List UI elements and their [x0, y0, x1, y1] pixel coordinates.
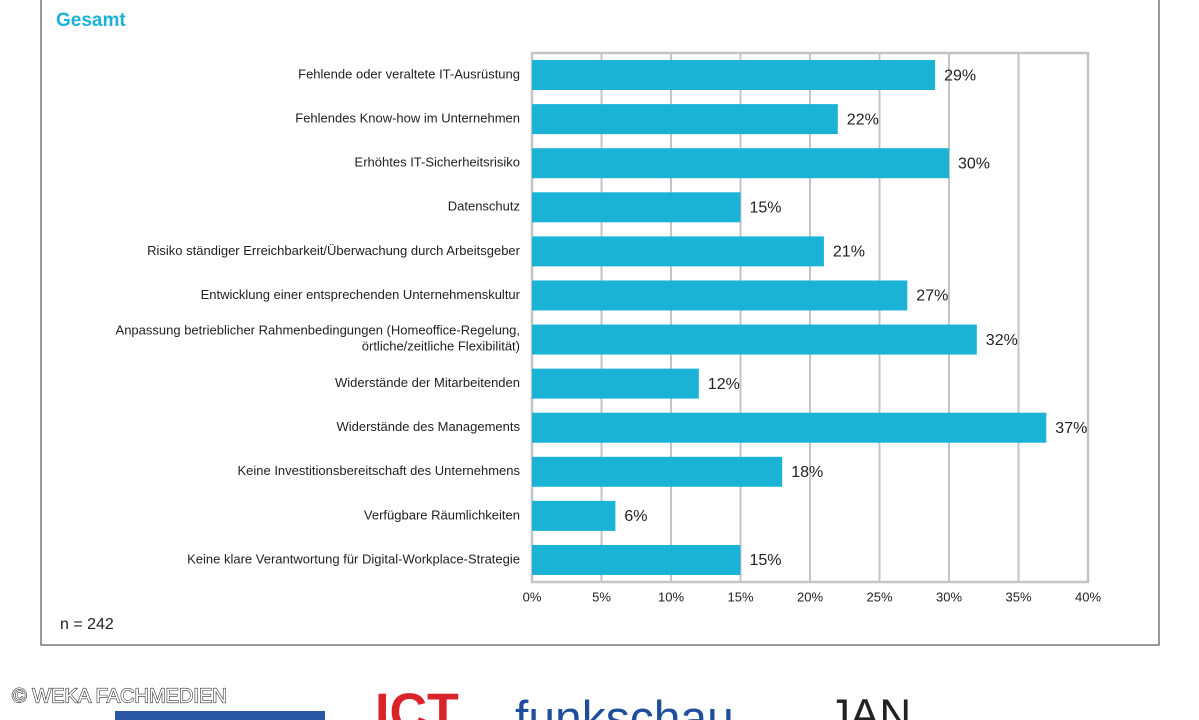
bar: [532, 544, 741, 575]
category-label: Erhöhtes IT-Sicherheitsrisiko: [355, 155, 520, 170]
bar: [532, 280, 908, 311]
value-label: 27%: [916, 288, 948, 305]
x-tick-label: 35%: [1005, 589, 1031, 604]
logo-block: [115, 711, 325, 720]
value-label: 32%: [986, 332, 1018, 349]
category-label: Datenschutz: [448, 199, 520, 214]
value-label: 18%: [791, 464, 823, 481]
x-tick-label: 40%: [1075, 589, 1101, 604]
value-label: 21%: [833, 244, 865, 261]
x-tick-label: 20%: [797, 589, 823, 604]
value-label: 30%: [958, 155, 990, 172]
plot-frame: [530, 51, 1090, 584]
bar: [532, 104, 838, 135]
category-label: Widerstände des Managements: [336, 419, 520, 434]
category-label: Widerstände der Mitarbeitenden: [335, 375, 520, 390]
value-label: 15%: [750, 552, 782, 569]
category-label: Anpassung betrieblicher Rahmenbedingunge…: [116, 323, 520, 354]
value-label: 22%: [847, 111, 879, 128]
bar: [532, 60, 936, 91]
category-label: Keine klare Verantwortung für Digital-Wo…: [187, 551, 520, 566]
x-tick-label: 5%: [592, 589, 611, 604]
bar: [532, 192, 741, 223]
value-label: 15%: [750, 200, 782, 217]
category-label: Verfügbare Räumlichkeiten: [364, 507, 520, 522]
logo: funkschau: [515, 693, 734, 720]
bar: [532, 148, 949, 179]
x-tick-label: 15%: [727, 589, 753, 604]
category-label: Keine Investitionsbereitschaft des Unter…: [237, 463, 520, 478]
bar: [532, 368, 699, 399]
category-label: Risiko ständiger Erreichbarkeit/Überwach…: [147, 243, 521, 258]
logo: ICT: [375, 684, 459, 720]
copyright: © WEKA FACHMEDIEN: [12, 685, 227, 707]
x-tick-label: 10%: [658, 589, 684, 604]
logo: JAN: [828, 691, 911, 720]
bar: [532, 456, 783, 487]
sample-note: n = 242: [60, 616, 114, 633]
category-label: Entwicklung einer entsprechenden Unterne…: [201, 287, 521, 302]
value-label: 12%: [708, 376, 740, 393]
category-label: Fehlendes Know-how im Unternehmen: [295, 111, 520, 126]
category-label: Fehlende oder veraltete IT-Ausrüstung: [298, 66, 520, 81]
bar: [532, 236, 824, 267]
bar: [532, 500, 616, 531]
chart-subtitle: Gesamt: [56, 10, 126, 31]
bar: [532, 324, 977, 355]
x-tick-label: 30%: [936, 589, 962, 604]
value-label: 37%: [1055, 420, 1087, 437]
value-label: 6%: [624, 508, 647, 525]
bar: [532, 412, 1047, 443]
x-tick-label: 25%: [866, 589, 892, 604]
x-tick-label: 0%: [523, 589, 542, 604]
value-label: 29%: [944, 67, 976, 84]
